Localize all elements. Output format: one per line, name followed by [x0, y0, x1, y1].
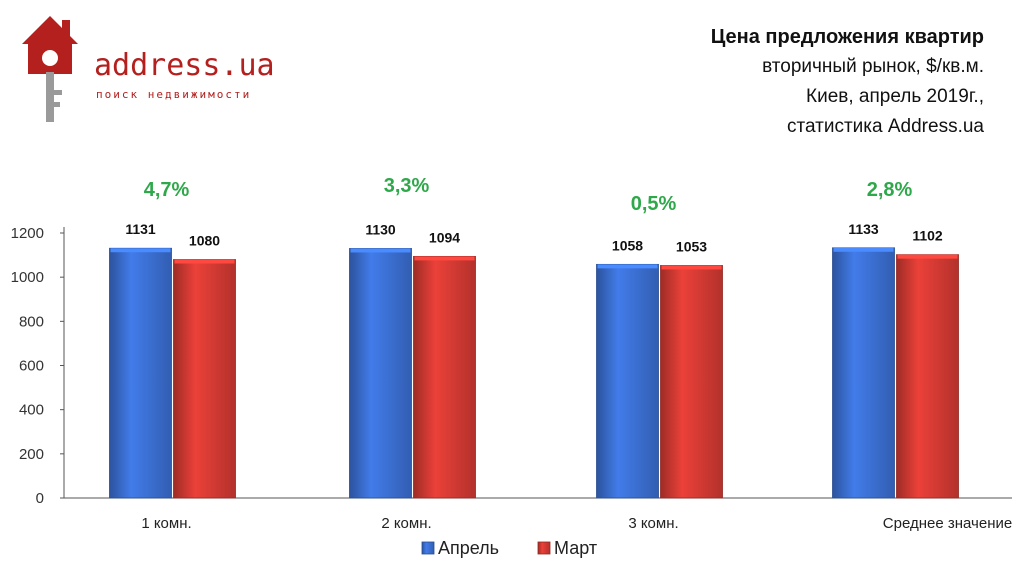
change-percent-label: 0,5%	[631, 193, 677, 215]
bar-value-label: 1094	[429, 229, 460, 245]
legend-label: Март	[554, 538, 597, 558]
bar-top-highlight	[661, 265, 722, 270]
y-tick-label: 1000	[11, 269, 44, 286]
logo-tagline: поиск недвижимости	[96, 88, 252, 101]
y-tick-label: 600	[19, 358, 44, 375]
bar-top-highlight	[414, 256, 475, 261]
y-tick-label: 400	[19, 402, 44, 419]
change-percent-label: 3,3%	[384, 175, 430, 197]
bar-april	[349, 248, 412, 499]
bar-march	[173, 259, 236, 499]
bar-march	[413, 256, 476, 499]
address-ua-logo: address.ua поиск недвижимости	[16, 10, 286, 130]
bar-value-label: 1130	[365, 221, 396, 237]
bar-value-label: 1133	[848, 221, 879, 237]
bar-value-label: 1102	[912, 228, 943, 244]
bar-top-highlight	[833, 247, 894, 252]
bar-april	[109, 247, 172, 499]
bar-top-highlight	[110, 248, 171, 253]
x-category-label: 1 комн.	[141, 515, 191, 532]
x-category-label: 2 комн.	[381, 515, 431, 532]
chart-subtitle-line-2: Киев, апрель 2019г.,	[806, 86, 984, 107]
logo-wordmark: address.ua	[94, 48, 275, 83]
bar-value-label: 1058	[612, 237, 643, 253]
change-percent-label: 4,7%	[144, 179, 190, 201]
change-percent-label: 2,8%	[867, 179, 913, 201]
legend-label: Апрель	[438, 538, 499, 558]
bar-march	[660, 265, 723, 499]
bar-april	[832, 247, 895, 499]
chart-subtitle-line-1: вторичный рынок, $/кв.м.	[762, 56, 984, 77]
bar-value-label: 1053	[676, 238, 707, 254]
bar-top-highlight	[174, 259, 235, 264]
x-category-label: 3 комн.	[628, 515, 678, 532]
bar-march	[896, 254, 959, 499]
bar-value-label: 1080	[189, 233, 220, 249]
bar-top-highlight	[897, 254, 958, 259]
bar-top-highlight	[597, 264, 658, 269]
bar-april	[596, 263, 659, 499]
bar-top-highlight	[350, 248, 411, 253]
x-category-label: Среднее значение	[883, 515, 1012, 532]
chart-subtitle-line-3: статистика Address.ua	[787, 116, 984, 137]
y-tick-label: 800	[19, 313, 44, 330]
house-key-icon	[22, 16, 78, 122]
y-tick-label: 0	[36, 490, 44, 507]
legend-swatch-march	[537, 541, 551, 555]
chart-title-block: Цена предложения квартир вторичный рынок…	[711, 22, 984, 142]
chart-title: Цена предложения квартир	[710, 26, 984, 48]
bar-value-label: 1131	[125, 221, 156, 237]
legend-swatch-april	[421, 541, 435, 555]
y-tick-label: 1200	[11, 225, 44, 242]
y-tick-label: 200	[19, 446, 44, 463]
